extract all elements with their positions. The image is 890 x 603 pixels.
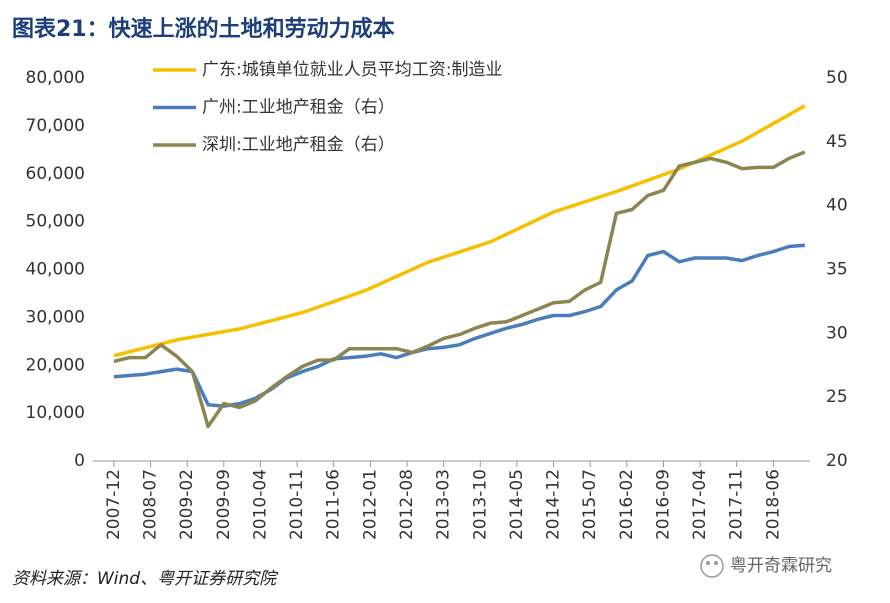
y-tick-label: 60,000 bbox=[26, 164, 85, 184]
y-tick-label: 20,000 bbox=[26, 355, 85, 375]
y-tick-label: 30,000 bbox=[26, 307, 85, 327]
x-tick-label: 2014-05 bbox=[507, 469, 527, 540]
x-tick-label: 2008-07 bbox=[141, 469, 161, 540]
x-tick-label: 2007-12 bbox=[104, 469, 124, 540]
x-tick-label: 2012-01 bbox=[360, 469, 380, 540]
series-line bbox=[113, 150, 806, 429]
x-tick-label: 2010-11 bbox=[287, 469, 307, 540]
x-tick-label: 2016-09 bbox=[653, 469, 673, 540]
y2-tick-label: 25 bbox=[826, 387, 848, 407]
x-tick-label: 2017-04 bbox=[690, 469, 710, 540]
x-tick-label: 2014-12 bbox=[544, 469, 564, 540]
x-tick-label: 2012-08 bbox=[397, 469, 417, 540]
source-note: 资料来源：Wind、粤开证券研究院 bbox=[12, 569, 279, 589]
y2-tick-label: 50 bbox=[826, 68, 848, 88]
x-tick-label: 2017-11 bbox=[727, 469, 747, 540]
x-tick-label: 2011-06 bbox=[324, 469, 344, 540]
x-tick-label: 2013-10 bbox=[470, 469, 490, 540]
x-tick-label: 2009-09 bbox=[214, 469, 234, 540]
y2-tick-label: 20 bbox=[826, 451, 848, 471]
y-tick-label: 50,000 bbox=[26, 212, 85, 232]
y2-tick-label: 45 bbox=[826, 132, 848, 152]
watermark-icon bbox=[700, 554, 724, 578]
legend-label: 深圳:工业地产租金（右） bbox=[202, 135, 395, 155]
x-tick-label: 2018-06 bbox=[763, 469, 783, 540]
y-tick-label: 10,000 bbox=[26, 403, 85, 423]
chart-title: 图表21：快速上涨的土地和劳动力成本 bbox=[12, 16, 395, 42]
x-tick-label: 2016-02 bbox=[617, 469, 637, 540]
watermark: 粤开奇霖研究 bbox=[730, 556, 832, 576]
y-tick-label: 0 bbox=[74, 451, 85, 471]
y-tick-label: 70,000 bbox=[26, 116, 85, 136]
y2-tick-label: 30 bbox=[826, 323, 848, 343]
legend-label: 广东:城镇单位就业人员平均工资:制造业 bbox=[202, 60, 502, 80]
y2-tick-label: 40 bbox=[826, 196, 848, 216]
series-line bbox=[113, 243, 805, 408]
x-tick-label: 2015-07 bbox=[580, 469, 600, 540]
legend-label: 广州:工业地产租金（右） bbox=[202, 98, 395, 118]
y-tick-label: 40,000 bbox=[26, 260, 85, 280]
y2-tick-label: 35 bbox=[826, 260, 848, 280]
y-tick-label: 80,000 bbox=[26, 68, 85, 88]
x-tick-label: 2010-04 bbox=[250, 469, 270, 540]
x-tick-label: 2013-03 bbox=[434, 469, 454, 540]
x-tick-label: 2009-02 bbox=[177, 469, 197, 540]
